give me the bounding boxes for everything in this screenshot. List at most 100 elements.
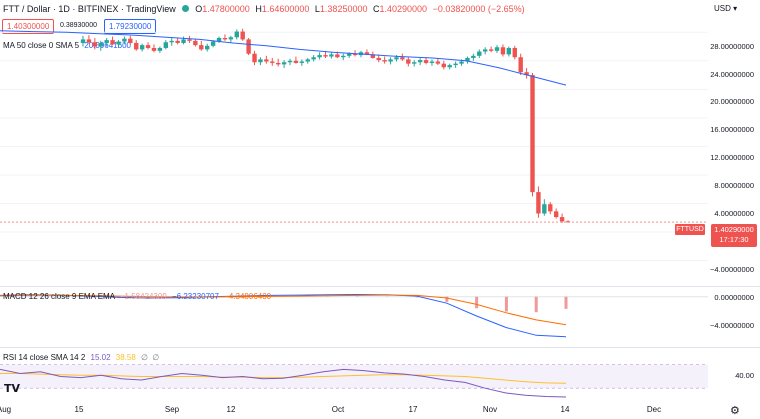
candle-body [329,54,334,57]
candle-body [281,62,287,65]
rsi-sma-value: 38.58 [115,353,136,362]
last-price-badge: 1.40290000 17:17:30 [711,224,757,247]
candle-body [181,39,186,43]
candle-body [441,63,446,68]
candle-body [459,61,464,64]
candle-body [417,60,423,63]
candle-body [210,41,216,46]
candle-body [240,31,245,40]
candle-body [175,40,180,43]
candle-body [394,57,399,60]
candle-body [110,40,115,45]
currency-selector[interactable]: USD ▾ [714,4,738,13]
candle-body [388,59,393,62]
symbol-title[interactable]: FTT / Dollar · 1D · BITFINEX · TradingVi… [3,4,176,14]
candle-body [323,55,328,57]
tradingview-logo[interactable]: TV [4,382,21,395]
candle-body [536,192,541,214]
macd-line-value: −6.23230707 [172,292,219,301]
price-axis-label: 4.00000000 [714,209,754,218]
macd-histogram-bar [475,296,479,309]
candle-body [565,221,571,223]
macd-histogram-bar [58,296,62,298]
macd-line [0,293,567,338]
candle-body [228,37,234,40]
candle-body [222,37,228,40]
ma50-line [0,30,567,86]
ticker-tag: FTTUSD [675,224,705,235]
price-axis-label: 8.00000000 [714,181,754,190]
price-axis-label: −4.00000000 [709,265,754,274]
time-axis-label: Aug [0,405,12,414]
candle-body [506,47,512,55]
candle-body [317,55,322,58]
candle-body [216,37,222,42]
macd-axis-label: −4.00000000 [709,321,754,330]
close-value: 1.40290000 [379,4,428,14]
candle-body [299,61,305,63]
candle-countdown: 17:17:30 [719,235,749,244]
rsi-legend-label: RSI 14 close SMA 14 2 [3,353,86,362]
candle-body [530,75,535,193]
candle-body [423,60,429,63]
candle-body [494,47,500,51]
high-label: H [255,4,262,14]
ma-legend[interactable]: MA 50 close 0 SMA 5 20.59641600 [3,41,131,50]
candle-body [139,45,145,50]
candle-body [412,62,417,64]
market-status-dot [181,5,189,12]
pane-separator-macd[interactable] [0,286,760,287]
macd-axis-label: 0.00000000 [714,293,754,302]
buy-price-button[interactable]: 1.79230000 [104,19,157,34]
candle-body [169,40,174,43]
macd-histogram-bar [534,296,538,313]
candle-body [524,72,529,76]
candle-body [453,63,458,66]
low-value: 1.38250000 [319,4,368,14]
pane-separator-rsi[interactable] [0,347,760,348]
candle-body [122,38,127,42]
gear-icon[interactable]: ⚙ [730,405,740,417]
macd-legend[interactable]: MACD 12 26 close 9 EMA EMA −1.58424309 −… [3,292,271,301]
macd-histogram-bar [0,296,2,298]
candle-body [205,45,210,50]
sell-price-button[interactable]: 1.40300000 [2,19,55,34]
change-value: −0.03820000 (−2.65%) [432,4,525,14]
price-axis-label: 28.00000000 [710,42,754,51]
candle-body [447,65,452,68]
candle-body [311,57,316,60]
candle-body [258,59,263,63]
time-axis-label: 14 [560,405,570,414]
candle-body [293,60,299,63]
macd-histogram-bar [564,296,568,309]
last-price-value: 1.40290000 [714,225,754,234]
candle-body [465,57,470,62]
macd-histogram-bar [87,296,91,298]
candle-body [128,38,133,43]
candle-body [341,55,346,58]
macd-signal-line [0,294,567,326]
candle-body [482,49,488,52]
candle-body [559,217,565,222]
candle-body [270,61,275,63]
candle-body [264,59,269,62]
time-axis-label: Sep [164,405,180,414]
candle-body [471,55,476,58]
price-axis-label: 16.00000000 [710,125,754,134]
low-label: L [314,4,320,14]
candle-body [163,42,169,48]
candle-body [187,39,192,41]
candle-body [364,52,370,55]
rsi-line [0,368,567,398]
close-label: C [373,4,380,14]
time-axis-label: 12 [226,405,236,414]
candle-body [157,47,163,51]
macd-histogram-bar [385,296,389,298]
rsi-sma-line [0,373,567,384]
candle-body [352,53,358,56]
rsi-value: 15.02 [90,353,111,362]
candle-body [542,204,547,214]
rsi-legend[interactable]: RSI 14 close SMA 14 2 15.02 38.58 ∅ ∅ [3,353,159,362]
spread-value: 0.38930000 [60,22,97,29]
